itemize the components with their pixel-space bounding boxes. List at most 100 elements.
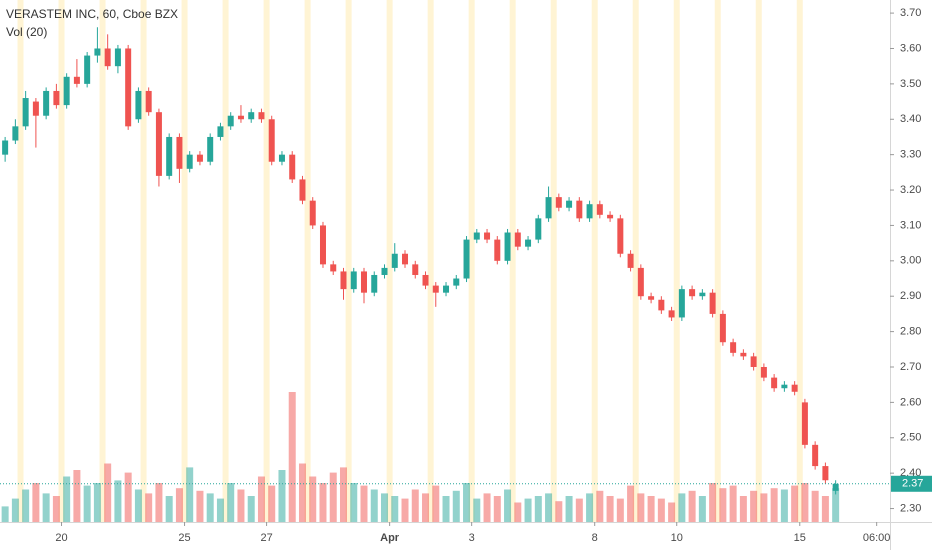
session-band	[591, 0, 598, 522]
candle-body	[576, 200, 583, 219]
candle-body	[248, 112, 255, 120]
volume-bar	[760, 493, 768, 522]
volume-bar	[298, 463, 306, 522]
volume-bar	[350, 483, 358, 522]
volume-bar	[196, 490, 204, 522]
candle-body	[196, 154, 203, 162]
volume-bar	[709, 483, 717, 522]
volume-bar	[668, 502, 676, 522]
volume-bar	[575, 498, 583, 522]
volume-bar	[452, 490, 460, 522]
candle-body	[801, 402, 808, 445]
x-tick-label: 15	[794, 532, 806, 544]
volume-bar	[175, 488, 183, 522]
session-band	[632, 0, 639, 522]
candle-body	[135, 90, 142, 120]
volume-bar	[165, 496, 173, 522]
candle-body	[658, 299, 665, 311]
candle-body	[812, 444, 819, 467]
candle-body	[443, 285, 450, 293]
candle-body	[627, 253, 634, 268]
volume-bar	[370, 489, 378, 522]
volume-bar	[780, 489, 788, 522]
volume-bar	[104, 463, 112, 522]
volume-bar	[719, 488, 727, 522]
volume-bar	[32, 483, 40, 522]
candle-body	[84, 55, 91, 84]
volume-bar	[442, 496, 450, 522]
candle-body	[155, 112, 162, 176]
volume-bar	[63, 476, 71, 522]
volume-bar	[811, 490, 819, 522]
volume-bar	[422, 493, 430, 522]
volume-bar	[545, 493, 553, 522]
volume-label: Vol (20)	[6, 25, 47, 39]
candle-body	[43, 90, 50, 116]
y-tick-label: 3.70	[900, 7, 921, 19]
candle-body	[104, 48, 111, 67]
session-band	[58, 0, 65, 522]
candle-body	[319, 225, 326, 265]
session-band	[468, 0, 475, 522]
candle-body	[586, 204, 593, 219]
candle-body	[514, 232, 521, 247]
session-band	[714, 0, 721, 522]
candle-body	[371, 274, 378, 293]
session-band	[345, 0, 352, 522]
candle-body	[463, 239, 470, 279]
volume-bar	[596, 490, 604, 522]
y-tick-label: 3.50	[900, 78, 921, 90]
candle-body	[545, 197, 552, 219]
candle-body	[771, 377, 778, 389]
x-tick-label: 27	[260, 532, 272, 544]
volume-bar	[616, 498, 624, 522]
volume-bar	[391, 496, 399, 522]
session-band	[140, 0, 147, 522]
candle-body	[668, 310, 675, 318]
volume-bar	[411, 489, 419, 522]
session-band	[99, 0, 106, 522]
candle-body	[719, 313, 726, 343]
volume-bar	[801, 483, 809, 522]
volume-bar	[42, 493, 50, 522]
candle-body	[309, 200, 316, 226]
volume-bar	[565, 496, 573, 522]
volume-bar	[627, 485, 635, 522]
chart-title: VERASTEM INC, 60, Cboe BZX	[6, 7, 178, 21]
y-tick-label: 3.60	[900, 42, 921, 54]
y-tick-label: 3.20	[900, 184, 921, 196]
volume-bar	[647, 496, 655, 522]
volume-bar	[791, 485, 799, 522]
last-price-label: 2.37	[902, 478, 923, 490]
candle-body	[381, 267, 388, 275]
volume-bar	[606, 496, 614, 522]
candle-body	[504, 232, 511, 261]
candle-body	[453, 278, 460, 286]
session-bands	[17, 0, 803, 522]
volume-bar	[22, 489, 30, 522]
volume-bar	[309, 476, 317, 522]
x-tick-label: 10	[671, 532, 683, 544]
candle-body	[699, 292, 706, 297]
volume-bar	[637, 493, 645, 522]
candle-body	[94, 48, 101, 56]
y-tick-label: 3.10	[900, 219, 921, 231]
x-tick-label: 06:00	[863, 532, 891, 544]
volume-bar	[586, 493, 594, 522]
volume-bar	[145, 493, 153, 522]
y-tick-label: 3.00	[900, 255, 921, 267]
volume-bar	[739, 496, 747, 522]
session-band	[222, 0, 229, 522]
candle-body	[494, 239, 501, 261]
last-price-box	[891, 475, 932, 492]
volume-bar	[278, 470, 286, 522]
candle-body	[637, 267, 644, 297]
session-band	[181, 0, 188, 522]
volume-bar	[678, 493, 686, 522]
x-tick-label: 25	[178, 532, 190, 544]
y-tick-label: 2.90	[900, 290, 921, 302]
volume-bar	[401, 498, 409, 522]
candle-body	[822, 466, 829, 481]
candle-body	[730, 342, 737, 353]
